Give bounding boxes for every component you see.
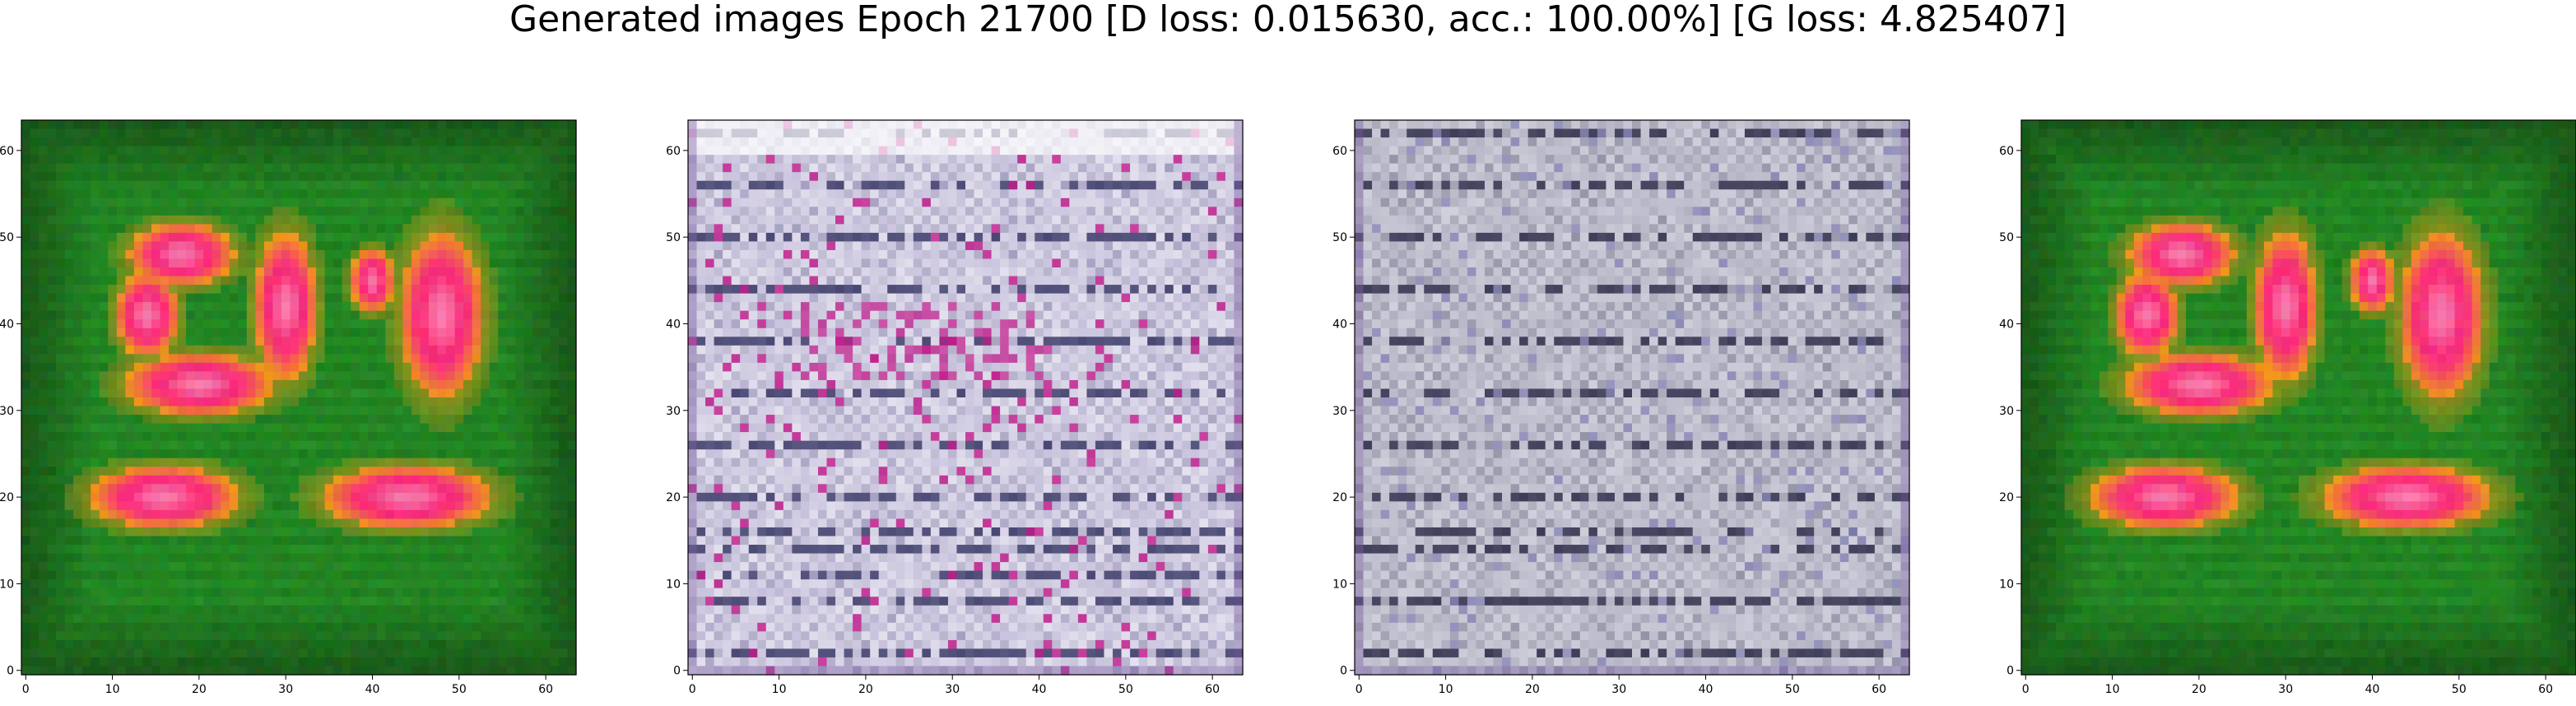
image-pixels [688, 120, 1244, 676]
x-tick-label: 10 [1439, 683, 1453, 696]
y-tick-label: 30 [0, 405, 14, 418]
figure-title: Generated images Epoch 21700 [D loss: 0.… [0, 0, 2576, 38]
x-tick-label: 20 [1525, 683, 1540, 696]
y-tick-label: 40 [666, 318, 681, 331]
y-tick-label: 60 [1999, 145, 2014, 158]
y-tick-label: 60 [666, 145, 681, 158]
y-tick-label: 50 [666, 231, 681, 244]
y-tick-label: 10 [1999, 578, 2014, 591]
x-tick-label: 30 [1611, 683, 1626, 696]
y-tick-label: 20 [1999, 491, 2014, 504]
x-tick-label: 0 [1355, 683, 1363, 696]
x-tick-label: 10 [772, 683, 787, 696]
x-tick-label: 0 [689, 683, 696, 696]
y-tick-label: 60 [0, 145, 14, 158]
image-pixels [2021, 120, 2576, 676]
x-tick-label: 30 [2278, 683, 2293, 696]
y-tick-label: 30 [1332, 405, 1347, 418]
x-tick-label: 10 [105, 683, 120, 696]
x-tick-label: 60 [1205, 683, 1220, 696]
y-tick-label: 30 [1999, 405, 2014, 418]
y-tick-label: 0 [2006, 665, 2014, 678]
x-tick-label: 60 [1872, 683, 1886, 696]
y-tick-label: 60 [1332, 145, 1347, 158]
image-pixels [1355, 120, 1910, 676]
y-tick-label: 50 [1332, 231, 1347, 244]
x-tick-label: 60 [2538, 683, 2553, 696]
y-tick-label: 50 [1999, 231, 2014, 244]
x-tick-label: 20 [192, 683, 207, 696]
x-tick-label: 60 [538, 683, 553, 696]
x-tick-label: 20 [2192, 683, 2206, 696]
x-tick-label: 40 [1032, 683, 1047, 696]
x-tick-label: 0 [22, 683, 30, 696]
y-tick-label: 0 [673, 665, 681, 678]
y-tick-label: 40 [1999, 318, 2014, 331]
y-tick-label: 30 [666, 405, 681, 418]
image-panel-2: 0 10 20 30 40 50 60 0 10 20 30 40 50 60 [663, 110, 1259, 706]
x-tick-label: 0 [2022, 683, 2030, 696]
x-tick-label: 10 [2105, 683, 2120, 696]
y-tick-label: 10 [0, 578, 14, 591]
image-panel-1: 0 10 20 30 40 50 60 0 10 20 30 40 50 60 [0, 110, 593, 706]
y-tick-label: 20 [666, 491, 681, 504]
y-tick-label: 20 [1332, 491, 1347, 504]
x-tick-label: 50 [452, 683, 467, 696]
x-tick-label: 40 [365, 683, 380, 696]
x-tick-label: 50 [2452, 683, 2467, 696]
image-panel-4: 0 10 20 30 40 50 60 0 10 20 30 40 50 60 [1997, 110, 2576, 706]
y-tick-label: 20 [0, 491, 14, 504]
y-tick-label: 10 [1332, 578, 1347, 591]
y-tick-label: 0 [7, 665, 14, 678]
y-tick-label: 40 [1332, 318, 1347, 331]
y-tick-label: 0 [1340, 665, 1347, 678]
x-tick-label: 30 [945, 683, 960, 696]
x-tick-label: 50 [1118, 683, 1133, 696]
x-tick-label: 30 [278, 683, 293, 696]
y-tick-label: 50 [0, 231, 14, 244]
y-tick-label: 40 [0, 318, 14, 331]
image-pixels [21, 120, 577, 676]
x-tick-label: 20 [858, 683, 873, 696]
x-tick-label: 40 [1699, 683, 1713, 696]
image-panel-3: 0 10 20 30 40 50 60 0 10 20 30 40 50 60 [1330, 110, 1926, 706]
x-tick-label: 50 [1785, 683, 1800, 696]
x-tick-label: 40 [2365, 683, 2380, 696]
y-tick-label: 10 [666, 578, 681, 591]
